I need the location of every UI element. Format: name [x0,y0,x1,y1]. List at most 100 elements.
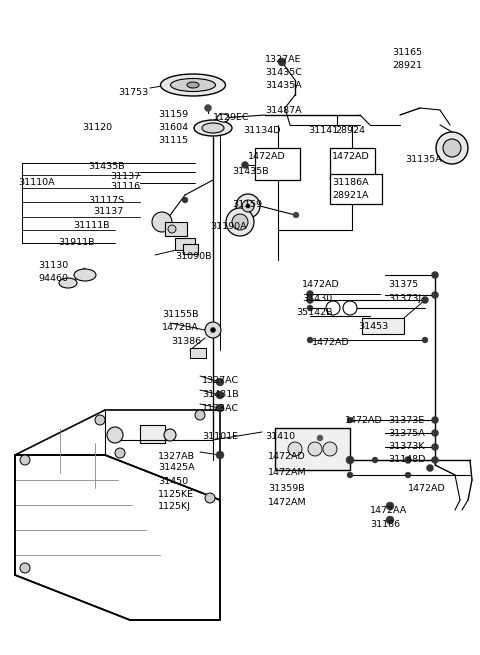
Text: 1125KJ: 1125KJ [158,502,191,511]
Text: 31430: 31430 [302,294,332,303]
Circle shape [232,214,248,230]
Text: 31410: 31410 [265,432,295,441]
Text: 31435A: 31435A [265,81,302,90]
Circle shape [95,415,105,425]
Circle shape [436,132,468,164]
Text: 31435B: 31435B [88,162,125,171]
Ellipse shape [194,120,232,136]
Bar [362,318,404,334]
Bar [255,148,300,180]
Circle shape [307,305,313,311]
Circle shape [278,58,286,66]
Text: 31373E: 31373E [388,416,424,425]
Circle shape [386,502,394,510]
Circle shape [386,516,394,524]
Text: 31431B: 31431B [202,390,239,399]
Bar [330,148,375,180]
Circle shape [427,464,433,472]
Circle shape [432,272,439,278]
Text: 28921: 28921 [392,61,422,70]
Ellipse shape [217,114,229,122]
Text: 31115: 31115 [158,136,188,145]
Circle shape [347,472,353,478]
Text: 31120: 31120 [82,123,112,132]
Circle shape [307,297,313,303]
Text: 31159: 31159 [232,200,262,209]
Circle shape [405,472,411,478]
Text: 1472AM: 1472AM [268,468,307,477]
Circle shape [20,455,30,465]
Circle shape [293,212,299,218]
Bar [330,174,382,204]
Circle shape [216,378,224,386]
Text: 1125KE: 1125KE [158,490,194,499]
Circle shape [211,328,216,333]
Text: 31604: 31604 [158,123,188,132]
Circle shape [216,451,224,459]
Circle shape [115,448,125,458]
Circle shape [323,442,337,456]
Text: 31435C: 31435C [265,68,302,77]
Text: 31116: 31116 [110,182,140,191]
Bar [140,425,165,443]
Text: 31386: 31386 [171,337,201,346]
Circle shape [422,337,428,343]
Text: 31373J: 31373J [388,294,421,303]
Circle shape [432,457,439,464]
Circle shape [307,337,313,343]
Circle shape [236,194,260,218]
Text: 1327AE: 1327AE [265,55,301,64]
Circle shape [347,417,353,423]
Bar [190,348,206,358]
Text: 31141: 31141 [308,126,338,135]
Text: 1472AD: 1472AD [312,338,350,347]
Circle shape [216,391,224,399]
Ellipse shape [202,123,224,133]
Ellipse shape [170,79,216,92]
Text: 1472AD: 1472AD [408,484,446,493]
Ellipse shape [74,269,96,281]
Text: 1472AD: 1472AD [268,452,306,461]
Circle shape [317,435,323,441]
Circle shape [241,162,249,168]
Circle shape [307,291,313,297]
Ellipse shape [187,82,199,88]
Ellipse shape [59,278,77,288]
Circle shape [205,322,221,338]
Circle shape [432,443,439,451]
Text: 31090B: 31090B [175,252,212,261]
Text: 1472AD: 1472AD [332,152,370,161]
Text: 31117S: 31117S [88,196,124,205]
Text: 35142B: 35142B [296,308,333,317]
Text: 31375: 31375 [388,280,418,289]
Text: 31134D: 31134D [243,126,280,135]
Text: 31137: 31137 [110,172,140,181]
Text: 1327AB: 1327AB [158,452,195,461]
Text: 1472AD: 1472AD [248,152,286,161]
Text: 31165: 31165 [392,48,422,57]
Text: 31435B: 31435B [232,167,269,176]
Text: 31110A: 31110A [18,178,55,187]
Text: 28921A: 28921A [332,191,369,200]
Text: 31359B: 31359B [268,484,305,493]
Circle shape [288,442,302,456]
Text: 1327AC: 1327AC [202,376,239,385]
Text: 31186A: 31186A [332,178,369,187]
Text: 31186: 31186 [370,520,400,529]
Circle shape [20,563,30,573]
Bar [175,238,195,250]
Text: 31155B: 31155B [162,310,199,319]
Text: 1472AD: 1472AD [345,416,383,425]
Text: 1123AC: 1123AC [202,404,239,413]
Text: 31130: 31130 [38,261,68,270]
Text: 31137: 31137 [93,207,123,216]
Circle shape [343,301,357,315]
Circle shape [421,297,429,303]
Bar [275,428,350,470]
Text: 94460: 94460 [38,274,68,283]
Text: 31487A: 31487A [265,106,301,115]
Circle shape [346,456,354,464]
Text: 31190A: 31190A [210,222,247,231]
Circle shape [405,457,411,464]
Text: 31450: 31450 [158,477,188,486]
